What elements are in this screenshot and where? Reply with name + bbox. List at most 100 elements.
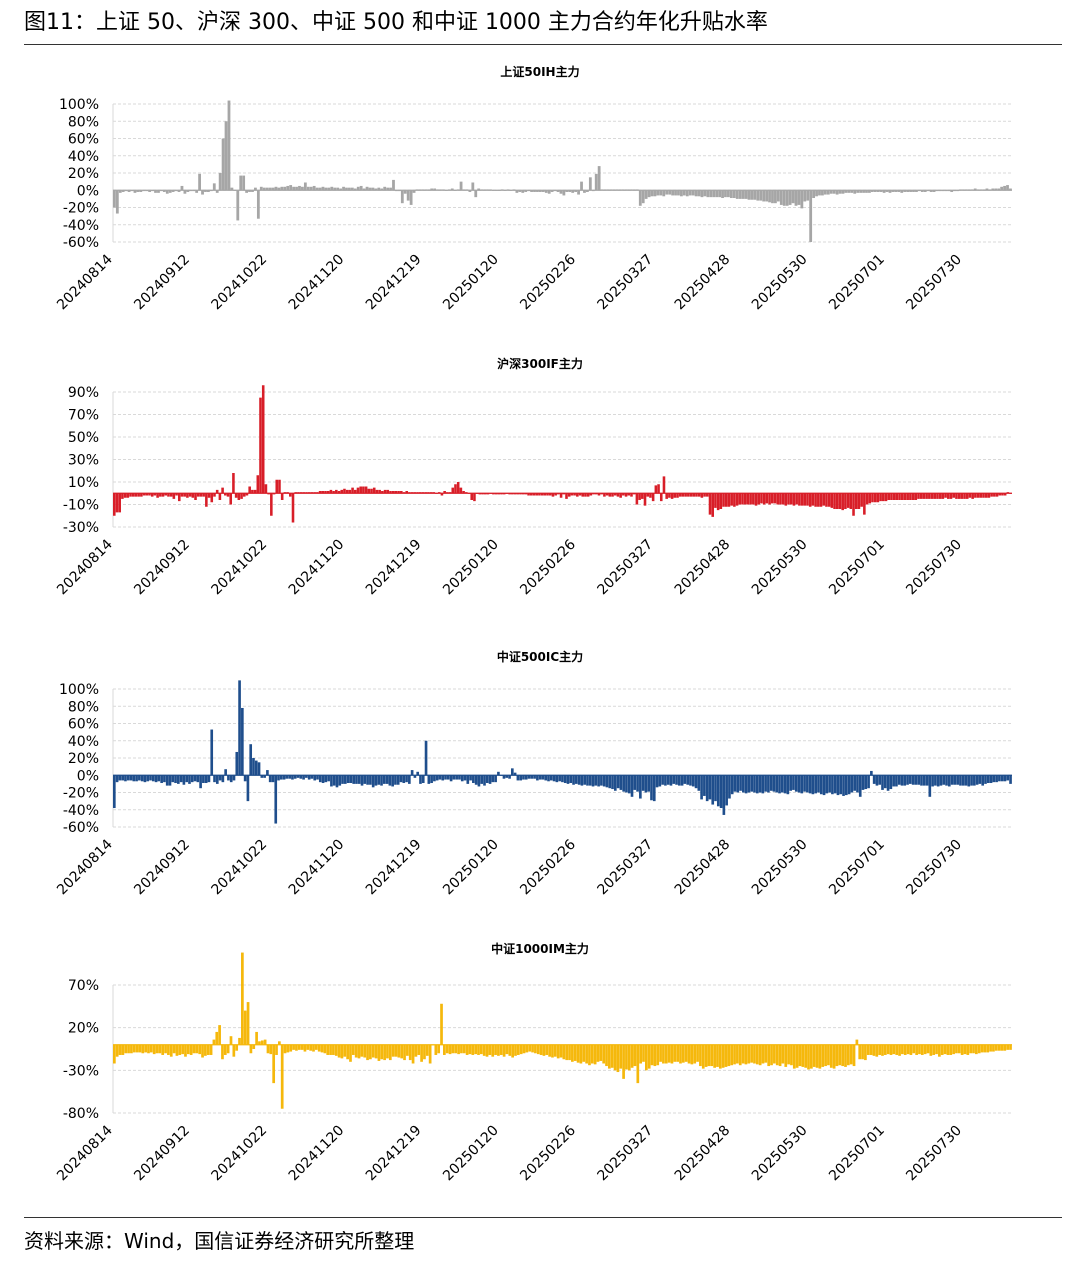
bar (229, 775, 233, 783)
bar (283, 1044, 287, 1054)
bar (789, 493, 793, 505)
chart-ic: 中证500IC主力100%80%60%40%20%0%-20%-40%-60%2… (54, 649, 1012, 898)
bar (849, 1044, 853, 1065)
x-tick-label: 20250226 (517, 251, 579, 313)
bar (221, 487, 224, 494)
bar (655, 775, 659, 788)
bar (190, 775, 194, 783)
bar (746, 493, 750, 505)
bar (909, 493, 912, 500)
bar (744, 190, 748, 199)
bar (742, 775, 745, 793)
bar (871, 493, 874, 503)
bar (207, 493, 211, 498)
bar (215, 489, 219, 494)
bar (130, 1044, 133, 1054)
bar (822, 493, 826, 506)
bar (853, 775, 856, 791)
bar (695, 493, 698, 497)
bar (270, 493, 273, 516)
bar (647, 190, 651, 198)
bar (550, 190, 554, 192)
x-tick-label: 20250428 (672, 1123, 734, 1185)
bar (887, 493, 891, 500)
bar (774, 190, 777, 204)
bar (532, 493, 536, 496)
bar (352, 775, 355, 784)
bar (154, 775, 158, 783)
bar (551, 1044, 554, 1058)
bar (947, 775, 951, 787)
bar (530, 775, 534, 779)
bar (750, 775, 754, 792)
bar (369, 775, 372, 785)
bar (806, 775, 809, 793)
bar (502, 1044, 506, 1057)
bar (633, 775, 637, 790)
bar (922, 493, 926, 499)
bar (183, 493, 186, 497)
bar (383, 186, 387, 191)
bar (201, 1044, 204, 1058)
y-tick-label: 70% (68, 978, 99, 994)
bar (932, 190, 936, 192)
bar (676, 1044, 679, 1062)
bar (718, 190, 721, 198)
bar (830, 493, 834, 508)
bar (768, 493, 771, 505)
bar (752, 493, 755, 505)
bar (704, 1044, 708, 1067)
bar (835, 1044, 839, 1067)
bar (630, 493, 633, 497)
bar (289, 493, 292, 497)
bar (730, 1044, 734, 1066)
bar (212, 183, 216, 191)
bar (616, 493, 620, 497)
bar (396, 775, 400, 785)
bar (202, 493, 205, 497)
bar (425, 1044, 429, 1056)
bar (412, 190, 416, 193)
bar (533, 775, 536, 779)
bar (849, 493, 853, 509)
bar (245, 190, 248, 193)
bar (895, 1044, 899, 1055)
bar (530, 190, 533, 192)
bar (224, 121, 228, 191)
bar (925, 775, 929, 786)
bar (451, 1044, 455, 1054)
bar (161, 1044, 165, 1055)
bar (132, 775, 136, 782)
bar (795, 493, 798, 505)
bar (354, 1044, 358, 1058)
bar (986, 775, 990, 784)
bar (773, 1044, 776, 1064)
bar (797, 775, 801, 793)
bar (995, 775, 998, 783)
bar (286, 185, 290, 191)
bar (917, 493, 920, 499)
bar (828, 775, 831, 793)
bar (1006, 775, 1010, 781)
bar (363, 775, 367, 784)
bar (939, 775, 943, 786)
bar (165, 190, 169, 194)
bar (260, 1040, 264, 1045)
bar (1009, 188, 1012, 191)
bar (148, 190, 152, 192)
bar (397, 1044, 401, 1058)
bar (268, 775, 272, 783)
bar (480, 1044, 483, 1055)
bar (630, 1044, 634, 1068)
bar (329, 1044, 332, 1055)
bar (794, 190, 798, 206)
bar (719, 775, 723, 809)
bar (857, 493, 861, 509)
bar (770, 1044, 773, 1066)
bar (256, 475, 260, 494)
bar (639, 775, 642, 799)
y-tick-label: 100% (59, 682, 99, 698)
bar (689, 493, 693, 497)
bar (912, 190, 915, 192)
bar (242, 493, 246, 497)
